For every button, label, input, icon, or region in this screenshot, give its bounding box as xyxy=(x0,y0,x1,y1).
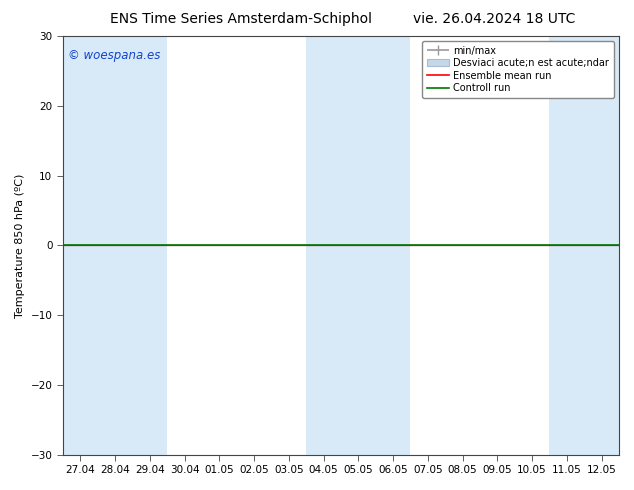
Y-axis label: Temperature 850 hPa (ºC): Temperature 850 hPa (ºC) xyxy=(15,173,25,318)
Text: vie. 26.04.2024 18 UTC: vie. 26.04.2024 18 UTC xyxy=(413,12,576,26)
Text: ENS Time Series Amsterdam-Schiphol: ENS Time Series Amsterdam-Schiphol xyxy=(110,12,372,26)
Bar xyxy=(550,36,619,455)
Bar xyxy=(63,36,167,455)
Text: © woespana.es: © woespana.es xyxy=(68,49,161,62)
Bar xyxy=(306,36,410,455)
Legend: min/max, Desviaci acute;n est acute;ndar, Ensemble mean run, Controll run: min/max, Desviaci acute;n est acute;ndar… xyxy=(422,41,614,98)
